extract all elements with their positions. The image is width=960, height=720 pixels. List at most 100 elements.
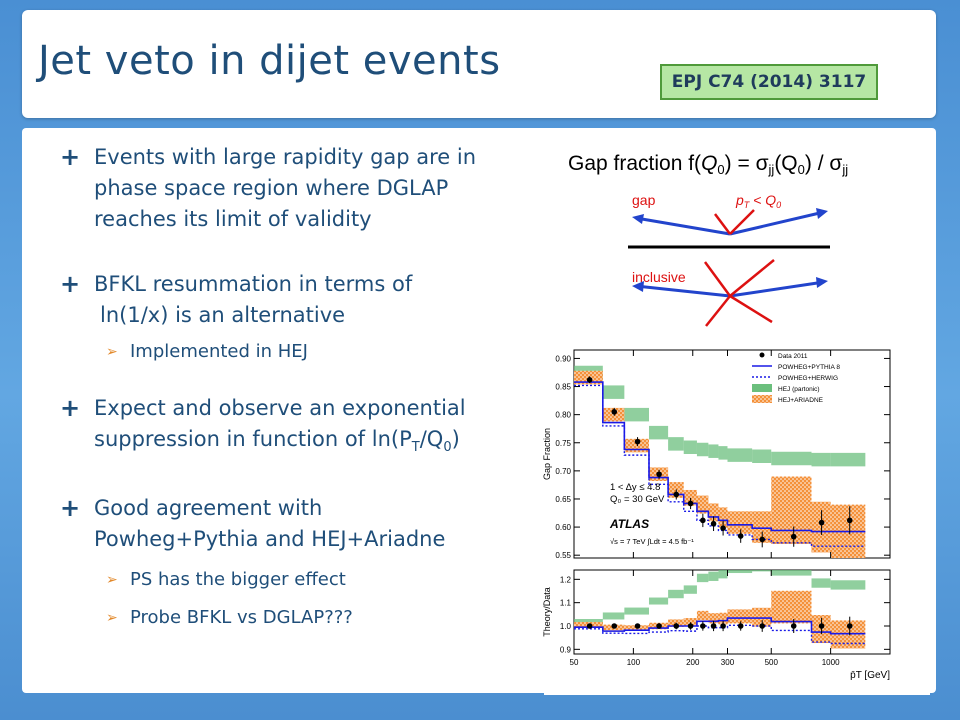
band-bin (771, 570, 812, 576)
data-point (790, 623, 797, 629)
step-line (574, 617, 866, 635)
data-point (634, 623, 641, 629)
x-axis-label: p̄T [GeV] (850, 670, 890, 681)
band-bin (727, 511, 753, 534)
band-bin (648, 597, 669, 605)
band-bin (718, 446, 728, 460)
band-bin (668, 437, 684, 451)
bullet-text-part: suppression in function of ln(P (94, 427, 412, 451)
x-tick-label: 500 (765, 658, 779, 667)
legend-swatch (752, 384, 772, 392)
band-bin (602, 407, 625, 422)
annotations: 1 < Δy ≤ 4.8Q₀ = 30 GeV ATLAS √s = 7 TeV ∫… (609, 482, 694, 546)
band-bin (830, 504, 866, 558)
arrow-head-icon (816, 277, 828, 288)
data-point (737, 533, 744, 539)
band-bin (811, 501, 831, 553)
plus-icon: + (60, 270, 81, 298)
data-point (656, 471, 662, 478)
arrow-head-icon (632, 281, 644, 292)
energy-annotation: √s = 7 TeV ∫Ldt = 4.5 fb⁻¹ (610, 537, 694, 546)
y-tick-label: 0.60 (555, 523, 571, 532)
data-point (790, 533, 797, 540)
arrow-head-icon (816, 208, 828, 219)
x-tick-label: 300 (721, 658, 735, 667)
y-tick-label: 0.70 (555, 467, 571, 476)
arrow-bullet-icon: ➢ (106, 610, 118, 627)
data-point (818, 519, 825, 526)
data-point (818, 623, 825, 629)
inclusive-label: inclusive (632, 269, 686, 285)
band-bin (752, 570, 772, 572)
bullet-text: Good agreement with (94, 496, 323, 521)
data-point (720, 525, 726, 532)
sub-bullet-item: ➢ Implemented in HEJ (60, 339, 550, 365)
bullet-text: suppression in function of ln(PT/Q0) (94, 424, 550, 463)
rapidity-annotation: 1 < Δy ≤ 4.8 (610, 482, 660, 493)
data-point (846, 517, 853, 524)
band-bin (752, 449, 772, 463)
legend-label: POWHEG+HERWIG (778, 375, 838, 382)
gap-veto-arrow-left (714, 213, 731, 235)
band-bin (811, 578, 831, 588)
radiation-arrow (729, 294, 773, 324)
bullet-item: + Expect and observe an exponential supp… (60, 393, 550, 463)
band-bin (648, 425, 669, 440)
inclusive-jet-left-arrow (635, 284, 731, 298)
y-tick-label: 0.90 (555, 354, 571, 363)
y-axis-label: Theory/Data (542, 587, 552, 637)
data-point (586, 376, 593, 383)
sub-bullet-text: Probe BFKL vs DGLAP??? (130, 607, 353, 629)
bullet-item: + Good agreement with Powheg+Pythia and … (60, 493, 550, 555)
data-point (673, 491, 680, 498)
figure: Gap fraction f(Q0) = σjj(Q0) / σjj gap p… (540, 130, 934, 695)
arrow-bullet-icon: ➢ (106, 344, 118, 360)
data-point (759, 623, 766, 629)
data-point (710, 520, 717, 527)
legend-label: Data 2011 (778, 353, 808, 360)
data-point (700, 623, 706, 629)
sub-bullet-text: Implemented in HEJ (130, 341, 308, 362)
band-bin (718, 570, 728, 579)
data-point (710, 623, 717, 629)
bullet-text-part: /Q (419, 427, 444, 451)
jet-diagram: gap pT < Q0 inclusive (628, 192, 830, 327)
band-bin (696, 442, 709, 457)
data-point (737, 623, 744, 629)
sub-bullet-item: ➢ PS has the bigger effect (60, 567, 550, 593)
bullet-text: BFKL resummation in terms of (94, 272, 413, 296)
legend-marker (759, 352, 765, 358)
radiation-arrow (729, 259, 775, 297)
data-point (687, 623, 694, 629)
band-bin (708, 571, 719, 581)
y-tick-label: 0.55 (555, 551, 571, 560)
band-bin (668, 589, 684, 599)
data-point (656, 623, 662, 629)
band-bin (708, 503, 719, 522)
data-point (586, 623, 593, 629)
band-bin (811, 452, 831, 467)
data-point (687, 500, 694, 507)
y-tick-label: 1.2 (560, 575, 572, 584)
figure-svg: Gap fraction f(Q0) = σjj(Q0) / σjj gap p… (542, 152, 930, 695)
bullet-item: + Events with large rapidity gap are in … (60, 142, 550, 235)
band-bin (624, 407, 649, 422)
gap-fraction-formula: Gap fraction f(Q0) = σjj(Q0) / σjj (568, 152, 848, 177)
panel-frame (573, 349, 891, 559)
gap-veto-arrow-right (729, 209, 755, 235)
arrow-bullet-icon: ➢ (106, 572, 118, 589)
gap-jet-left-arrow (635, 216, 731, 236)
bullet-text-part: ) (451, 427, 460, 451)
series-group (574, 570, 866, 649)
reference-badge: EPJ C74 (2014) 3117 (660, 64, 878, 100)
y-tick-label: 0.9 (560, 645, 572, 654)
band-bin (696, 573, 709, 583)
bullet-text: reaches its limit of validity (94, 207, 372, 231)
data-point (720, 623, 726, 629)
data-point (634, 438, 641, 445)
legend-label: HEJ+ARIADNE (778, 397, 824, 404)
step-line (574, 381, 866, 533)
y-axis-label: Gap Fraction (542, 428, 552, 480)
band-bin (811, 615, 831, 644)
inclusive-jet-right-arrow (729, 280, 825, 298)
